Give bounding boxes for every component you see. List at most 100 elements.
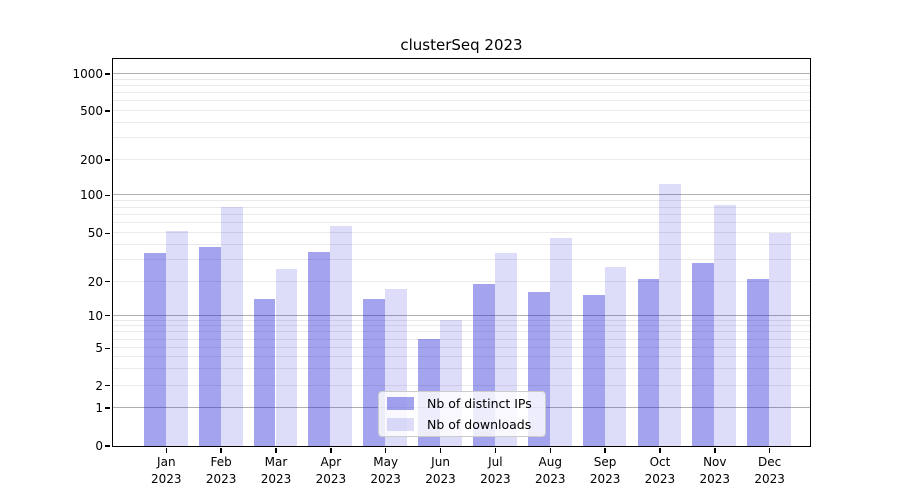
x-tick-mark xyxy=(275,447,277,453)
x-tick-label: Jul 2023 xyxy=(467,454,523,488)
x-tick-mark xyxy=(494,447,497,453)
gridline-minor xyxy=(112,356,810,358)
y-tick-mark xyxy=(105,314,110,317)
x-tick-year: 2023 xyxy=(699,472,731,486)
x-tick-month: Mar xyxy=(264,455,288,469)
bar-oct-downloads xyxy=(659,183,682,446)
x-tick-mark xyxy=(220,447,222,453)
x-tick-month: Sep xyxy=(593,455,617,469)
y-tick-label: 1 xyxy=(95,400,103,415)
x-tick-year: 2023 xyxy=(425,472,456,486)
chart-title: clusterSeq 2023 xyxy=(400,36,523,54)
bar-apr-downloads xyxy=(330,225,353,446)
gridline-major xyxy=(112,314,810,316)
gridline-minor xyxy=(112,213,810,215)
x-tick-mark xyxy=(384,447,387,453)
y-tick-mark xyxy=(105,73,110,75)
gridline-minor xyxy=(112,137,810,139)
x-tick-month: Nov xyxy=(703,455,727,469)
legend-entry-downloads: Nb of downloads xyxy=(379,415,545,434)
x-tick-mark xyxy=(714,447,716,453)
y-tick-mark xyxy=(105,280,110,283)
gridline-minor xyxy=(112,331,810,333)
gridline-minor xyxy=(112,110,810,111)
legend-label-distinct-ips: Nb of distinct IPs xyxy=(427,396,532,411)
gridline-minor xyxy=(112,84,810,86)
gridline-minor xyxy=(112,384,810,386)
bar-mar-downloads xyxy=(275,269,298,446)
x-tick-month: May xyxy=(373,455,399,469)
bar-jan-distinct-ips xyxy=(143,253,166,446)
x-tick-year: 2023 xyxy=(260,472,292,486)
y-tick-mark xyxy=(105,445,110,447)
x-tick-label: Oct 2023 xyxy=(632,454,688,488)
x-tick-month: Oct xyxy=(649,455,671,469)
y-tick-mark xyxy=(105,110,110,112)
y-tick-label: 100 xyxy=(80,188,103,203)
y-tick-label: 5 xyxy=(95,341,103,356)
x-tick-label: Jan 2023 xyxy=(138,454,194,488)
x-tick-month: Apr xyxy=(320,455,342,469)
y-tick-mark xyxy=(105,194,110,197)
x-tick-mark xyxy=(439,447,442,453)
x-tick-year: 2023 xyxy=(205,472,237,486)
gridline-minor xyxy=(112,222,810,224)
x-tick-mark xyxy=(165,447,168,453)
gridline-minor xyxy=(112,244,810,246)
x-tick-label: Sep 2023 xyxy=(577,454,633,488)
y-tick-label: 500 xyxy=(80,104,103,118)
legend: Nb of distinct IPs Nb of downloads xyxy=(378,391,546,437)
bar-nov-distinct-ips xyxy=(692,263,715,446)
legend-swatch-distinct-ips xyxy=(387,397,414,410)
x-tick-month: Jul xyxy=(488,455,503,469)
x-tick-year: 2023 xyxy=(589,472,621,486)
gridline-minor xyxy=(112,100,810,102)
bar-feb-distinct-ips xyxy=(198,247,221,446)
gridline-minor xyxy=(112,325,810,327)
x-tick-year: 2023 xyxy=(644,472,676,486)
x-tick-year: 2023 xyxy=(480,472,511,486)
plot-area xyxy=(111,57,811,447)
x-tick-year: 2023 xyxy=(370,472,401,486)
x-tick-label: Jun 2023 xyxy=(413,454,469,488)
x-tick-month: Jan xyxy=(157,455,176,469)
x-tick-month: Dec xyxy=(758,455,782,469)
gridline-minor xyxy=(112,280,810,282)
x-tick-mark xyxy=(659,447,661,453)
gridline-minor xyxy=(112,347,810,349)
bar-apr-distinct-ips xyxy=(308,251,331,446)
x-tick-month: Feb xyxy=(210,455,232,469)
y-tick-label: 20 xyxy=(87,274,103,289)
bar-sep-distinct-ips xyxy=(582,295,605,446)
y-tick-label: 1000 xyxy=(72,67,103,81)
gridline-minor xyxy=(112,259,810,261)
y-tick-mark xyxy=(105,347,110,350)
gridline-major xyxy=(112,73,810,74)
legend-swatch-downloads xyxy=(387,418,414,431)
x-tick-label: Aug 2023 xyxy=(522,454,578,488)
x-tick-label: Apr 2023 xyxy=(303,454,359,488)
x-tick-label: Nov 2023 xyxy=(687,454,743,488)
x-tick-mark xyxy=(604,447,606,453)
bar-dec-downloads xyxy=(769,232,792,446)
x-tick-label: Feb 2023 xyxy=(193,454,249,488)
bar-sep-downloads xyxy=(604,267,627,446)
bar-oct-distinct-ips xyxy=(637,278,660,446)
gridline-minor xyxy=(112,206,810,208)
x-tick-year: 2023 xyxy=(315,472,347,486)
x-tick-year: 2023 xyxy=(534,472,566,486)
legend-entry-distinct-ips: Nb of distinct IPs xyxy=(379,394,545,413)
bar-nov-downloads xyxy=(714,205,737,446)
x-tick-month: Jun xyxy=(431,455,450,469)
x-tick-month: Aug xyxy=(538,455,562,469)
gridline-minor xyxy=(112,319,810,321)
x-tick-label: Dec 2023 xyxy=(742,454,798,488)
gridline-minor xyxy=(112,368,810,370)
y-tick-label: 50 xyxy=(87,226,103,241)
gridline-minor xyxy=(112,232,810,234)
y-tick-mark xyxy=(105,384,110,387)
x-tick-label: May 2023 xyxy=(358,454,414,488)
x-tick-year: 2023 xyxy=(151,472,182,486)
x-tick-mark xyxy=(768,447,771,453)
